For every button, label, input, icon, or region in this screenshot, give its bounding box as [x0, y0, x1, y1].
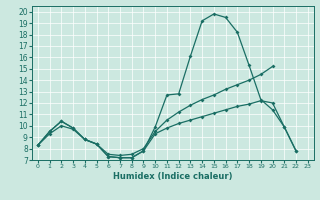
X-axis label: Humidex (Indice chaleur): Humidex (Indice chaleur) [113, 172, 233, 181]
